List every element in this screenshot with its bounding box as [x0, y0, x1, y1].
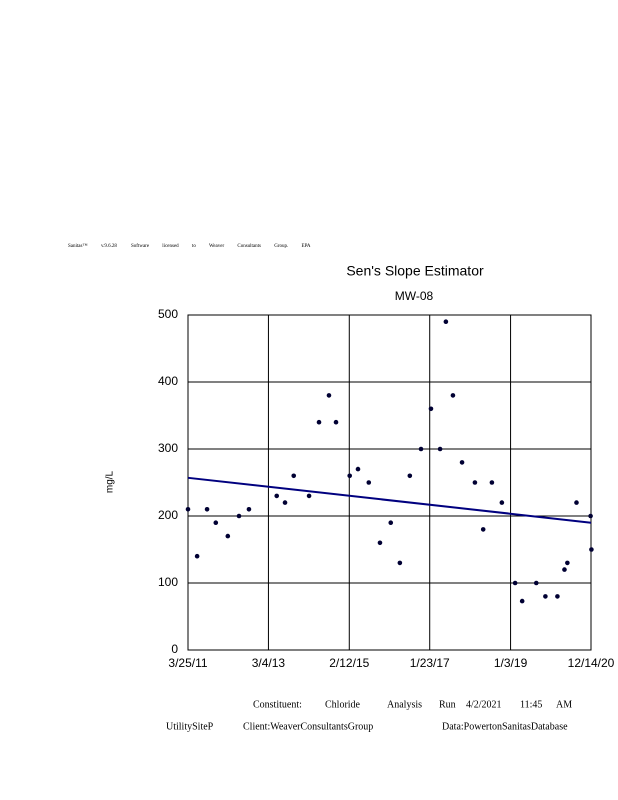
x-tick-label: 12/14/20 — [568, 656, 615, 670]
point — [246, 507, 252, 512]
x-tick-label: 3/4/13 — [252, 656, 286, 670]
point — [512, 580, 518, 586]
point — [589, 547, 594, 552]
point — [355, 466, 361, 472]
y-axis-label: mg/L — [105, 470, 116, 493]
point — [562, 567, 567, 572]
point — [555, 594, 560, 599]
point — [418, 446, 424, 452]
point — [274, 493, 280, 499]
point — [326, 393, 332, 398]
x-tick-label: 3/25/11 — [168, 656, 207, 670]
point — [472, 480, 478, 485]
point — [489, 480, 495, 485]
point — [480, 527, 486, 532]
footer-text: 11:45 — [520, 699, 542, 710]
footer-text: Client:WeaverConsultantsGroup — [243, 721, 373, 732]
version: v.9.6.28 — [101, 244, 117, 249]
footer-text: Constituent: — [253, 699, 302, 710]
point — [499, 500, 505, 505]
point — [204, 507, 210, 512]
y-tick-label: 400 — [158, 374, 178, 388]
chart-title: Sen's Slope Estimator — [346, 263, 484, 279]
footer-text: Data:PowertonSanitasDatabase — [442, 721, 568, 732]
point — [450, 393, 456, 398]
point — [565, 560, 570, 566]
point — [388, 520, 394, 525]
point — [306, 493, 312, 499]
point — [543, 594, 548, 599]
point — [316, 419, 322, 425]
point — [333, 419, 339, 425]
footer-text: AM — [556, 699, 572, 710]
point — [366, 480, 372, 485]
point — [377, 540, 383, 546]
point — [533, 580, 539, 586]
x-tick-label: 2/12/15 — [329, 656, 369, 670]
point — [574, 500, 579, 505]
y-tick-label: 0 — [171, 642, 178, 656]
y-tick-label: 200 — [158, 508, 178, 522]
y-tick-label: 100 — [158, 575, 178, 589]
point — [291, 473, 297, 479]
software: Sanitas™ — [68, 243, 87, 249]
point — [185, 507, 191, 512]
x-tick-label: 1/3/19 — [494, 656, 528, 670]
x-tick-label: 1/23/17 — [410, 656, 450, 670]
y-tick-label: 500 — [158, 307, 178, 321]
point — [443, 319, 449, 325]
point — [347, 473, 352, 479]
point — [428, 406, 434, 412]
chart-subtitle: MW-08 — [395, 289, 434, 303]
point — [588, 513, 593, 519]
point — [519, 598, 525, 604]
plot-frame — [187, 314, 592, 651]
point — [397, 560, 403, 566]
trend-line — [187, 476, 592, 524]
point — [459, 460, 465, 465]
footer-text: Chloride — [325, 699, 361, 710]
footer-text: Run — [439, 699, 456, 710]
point — [225, 533, 231, 539]
footer-text: Analysis — [387, 699, 422, 710]
point — [236, 513, 242, 519]
point — [407, 473, 413, 479]
license: Software licensed to Weaver Consultants … — [131, 244, 311, 249]
footer-text: 4/2/2021 — [466, 699, 502, 710]
point — [213, 520, 219, 525]
y-tick-label: 300 — [158, 441, 178, 455]
point — [437, 446, 443, 452]
footer-text: UtilitySiteP — [166, 721, 214, 732]
point — [282, 500, 288, 505]
point — [194, 553, 200, 559]
